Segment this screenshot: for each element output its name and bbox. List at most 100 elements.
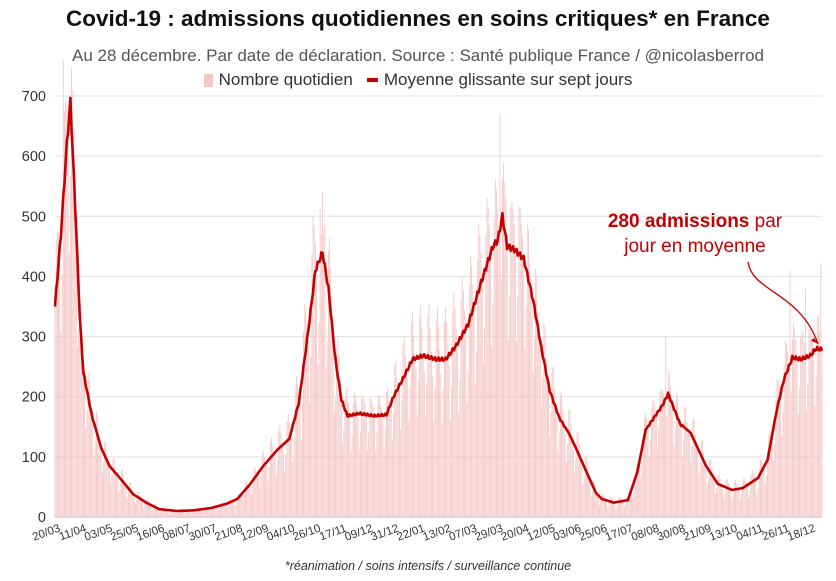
- daily-bar: [240, 493, 242, 517]
- daily-bar: [518, 206, 520, 518]
- daily-bar: [569, 408, 571, 517]
- daily-bar: [789, 270, 791, 517]
- daily-bar: [107, 462, 109, 517]
- daily-bar: [800, 337, 802, 517]
- daily-bar: [629, 490, 631, 517]
- daily-bar: [790, 391, 792, 517]
- daily-bar: [709, 459, 710, 517]
- daily-bar: [626, 497, 628, 517]
- daily-bar: [530, 277, 532, 517]
- daily-bar: [722, 489, 723, 517]
- daily-bar: [252, 485, 254, 517]
- daily-bar: [371, 402, 373, 517]
- daily-bar: [807, 383, 809, 517]
- daily-bar: [92, 419, 94, 517]
- daily-bar: [348, 403, 349, 517]
- daily-bar: [459, 378, 461, 517]
- daily-bar: [323, 229, 325, 517]
- daily-bar: [444, 321, 445, 517]
- daily-bar: [587, 465, 589, 517]
- daily-bar: [404, 356, 406, 517]
- daily-bar: [251, 494, 252, 517]
- daily-bar: [795, 340, 797, 517]
- daily-bar: [471, 266, 473, 517]
- daily-bar: [479, 235, 481, 517]
- daily-bar: [73, 129, 75, 517]
- daily-bar: [487, 207, 489, 518]
- daily-bar: [277, 460, 278, 517]
- daily-bar: [222, 503, 224, 517]
- daily-bar: [207, 507, 209, 517]
- daily-bar: [109, 467, 110, 517]
- daily-bar: [588, 474, 590, 517]
- daily-bar: [74, 175, 76, 518]
- daily-bar: [356, 402, 358, 517]
- daily-bar: [613, 500, 615, 517]
- daily-bar: [90, 398, 91, 517]
- daily-bar: [143, 507, 145, 517]
- daily-bar: [485, 235, 487, 518]
- daily-bar: [88, 378, 90, 517]
- daily-bar: [119, 484, 121, 517]
- daily-bar: [562, 408, 564, 517]
- daily-bar: [331, 300, 333, 517]
- daily-bar: [408, 419, 410, 517]
- daily-bar: [555, 409, 557, 517]
- moving-average-line: [53, 96, 824, 513]
- daily-bar: [167, 510, 168, 517]
- daily-bar: [617, 499, 619, 517]
- daily-bar: [264, 457, 265, 517]
- daily-bar: [399, 389, 400, 517]
- daily-bar: [606, 501, 607, 517]
- daily-bar: [203, 508, 205, 517]
- daily-bar: [697, 451, 699, 517]
- daily-bar: [316, 275, 317, 517]
- daily-bar: [447, 343, 449, 517]
- daily-bar: [707, 476, 709, 517]
- daily-bar: [369, 397, 371, 517]
- daily-bar: [633, 490, 635, 517]
- daily-bar: [158, 509, 160, 517]
- daily-bar: [507, 339, 509, 517]
- daily-bar: [386, 392, 387, 517]
- daily-bar: [93, 454, 95, 517]
- daily-bar: [556, 417, 558, 517]
- daily-bar: [570, 423, 572, 517]
- daily-bar: [324, 222, 326, 518]
- daily-bar: [496, 189, 497, 517]
- daily-bar: [664, 399, 665, 517]
- daily-bar: [426, 382, 428, 517]
- daily-bar: [667, 370, 669, 517]
- daily-bar: [584, 457, 586, 517]
- daily-bar: [533, 338, 535, 517]
- daily-bar: [739, 500, 741, 517]
- daily-bar: [284, 471, 286, 517]
- daily-bar: [638, 459, 639, 517]
- daily-bar: [297, 383, 299, 517]
- daily-bar: [349, 414, 351, 517]
- daily-bar: [625, 504, 626, 517]
- daily-bar: [247, 484, 249, 517]
- daily-bar: [820, 264, 822, 517]
- daily-bar: [477, 258, 478, 517]
- daily-bar: [512, 209, 514, 517]
- daily-bar: [129, 482, 130, 517]
- daily-bar: [434, 386, 436, 517]
- legend: Nombre quotidien Moyenne glissante sur s…: [0, 70, 836, 90]
- daily-bar: [283, 452, 284, 517]
- daily-bar: [151, 510, 153, 517]
- daily-bar: [812, 339, 813, 517]
- daily-bar: [77, 347, 78, 517]
- daily-bar: [594, 481, 596, 517]
- daily-bar: [196, 508, 198, 517]
- daily-bar: [101, 473, 103, 517]
- daily-bar: [111, 475, 113, 517]
- daily-bar: [125, 488, 127, 517]
- daily-bar: [342, 444, 344, 517]
- daily-bar: [304, 304, 306, 517]
- daily-bar: [493, 217, 495, 518]
- daily-bar: [455, 328, 457, 517]
- daily-bar: [691, 447, 693, 517]
- daily-bar: [229, 499, 231, 517]
- daily-bar: [698, 473, 700, 517]
